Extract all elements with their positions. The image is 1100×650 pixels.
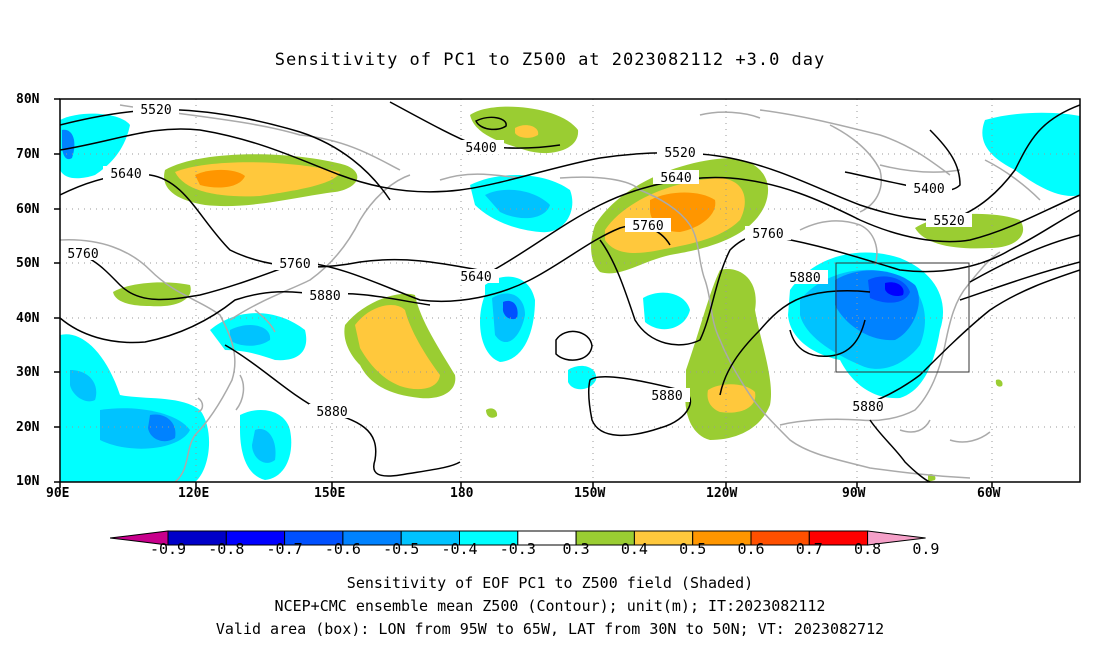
colorbar-tick-label: 0.3 bbox=[562, 540, 590, 558]
lon-label-180: 180 bbox=[450, 486, 474, 501]
contour-5880-loop bbox=[869, 419, 931, 482]
contour-5520-mid bbox=[60, 128, 951, 222]
lon-label-120w: 120W bbox=[706, 486, 738, 501]
caption-shading: Sensitivity of EOF PC1 to Z500 field (Sh… bbox=[346, 574, 754, 592]
lon-label-90w: 90W bbox=[842, 486, 866, 501]
positive-sensitivity-shading bbox=[113, 106, 1024, 482]
contour-5880-east bbox=[719, 290, 871, 396]
colorbar-tick-label: -0.8 bbox=[208, 540, 245, 558]
lon-label-150w: 150W bbox=[574, 486, 606, 501]
lat-label-20n: 20N bbox=[16, 420, 40, 435]
contour-5880-gulf bbox=[789, 319, 866, 358]
contour-label: 5400 bbox=[465, 141, 496, 156]
colorbar-tick-label: 0.7 bbox=[795, 540, 823, 558]
contour-label: 5880 bbox=[316, 405, 347, 420]
colorbar-tick-label: 0.6 bbox=[737, 540, 765, 558]
colorbar-tick-label: -0.7 bbox=[266, 540, 303, 558]
contour-label: 5760 bbox=[632, 219, 663, 234]
contour-label: 5640 bbox=[110, 167, 141, 182]
colorbar-tick-label: -0.6 bbox=[324, 540, 361, 558]
coastlines bbox=[60, 104, 1041, 482]
contour-label: 5400 bbox=[913, 182, 944, 197]
colorbar-tick-label: 0.4 bbox=[620, 540, 648, 558]
map-svg: 5520 5400 5520 5400 5520 5640 5640 5640 … bbox=[54, 98, 1081, 488]
map-title: Sensitivity of PC1 to Z500 at 2023082112… bbox=[274, 50, 826, 70]
contour-5400-small bbox=[475, 116, 507, 131]
lat-label-40n: 40N bbox=[16, 311, 40, 326]
negative-sensitivity-shading bbox=[60, 112, 1080, 482]
lon-label-120e: 120E bbox=[178, 486, 210, 501]
colorbar-tick-label: 0.8 bbox=[854, 540, 882, 558]
contour-label: 5760 bbox=[752, 227, 783, 242]
colorbar-tick-label: -0.9 bbox=[149, 540, 187, 558]
contour-5760-east bbox=[779, 209, 1080, 273]
contour-label: 5640 bbox=[660, 171, 691, 186]
contour-label: 5640 bbox=[460, 270, 491, 285]
colorbar-tick-label: 0.5 bbox=[679, 540, 707, 558]
lat-label-60n: 60N bbox=[16, 202, 40, 217]
lon-label-150e: 150E bbox=[314, 486, 346, 501]
contour-lower-east2 bbox=[959, 261, 1080, 301]
valid-area-box bbox=[835, 262, 970, 373]
colorbar-tick-label: -0.5 bbox=[383, 540, 420, 558]
lat-label-80n: 80N bbox=[16, 92, 40, 107]
contour-5880-closed-a bbox=[555, 330, 593, 361]
contour-label: 5520 bbox=[933, 214, 964, 229]
lon-label-90e: 90E bbox=[46, 486, 70, 501]
lat-label-70n: 70N bbox=[16, 147, 40, 162]
map-panel: 5520 5400 5520 5400 5520 5640 5640 5640 … bbox=[54, 98, 1081, 488]
caption-contour: NCEP+CMC ensemble mean Z500 (Contour); u… bbox=[274, 597, 826, 615]
contour-5520-east bbox=[949, 104, 1080, 221]
contour-5640-mid bbox=[489, 176, 1080, 273]
lat-label-10n: 10N bbox=[16, 474, 40, 489]
contour-label: 5880 bbox=[309, 289, 340, 304]
map-frame bbox=[59, 98, 1081, 483]
colorbar-tick-label: -0.3 bbox=[499, 540, 536, 558]
contour-5880-south bbox=[224, 344, 461, 477]
caption-valid-area: Valid area (box): LON from 95W to 65W, L… bbox=[215, 620, 885, 638]
axis-ticks bbox=[54, 98, 993, 488]
colorbar bbox=[110, 530, 926, 546]
contour-5880-closed-b bbox=[587, 375, 692, 437]
lon-label-60w: 60W bbox=[977, 486, 1001, 501]
contour-label: 5520 bbox=[664, 146, 695, 161]
contour-5880-west bbox=[60, 290, 321, 344]
contour-label: 5760 bbox=[67, 247, 98, 262]
colorbar-tick-label: 0.9 bbox=[912, 540, 940, 558]
contour-label: 5520 bbox=[140, 103, 171, 118]
lat-label-30n: 30N bbox=[16, 365, 40, 380]
contour-5760-trough bbox=[599, 234, 781, 346]
contour-5760-west bbox=[60, 249, 301, 301]
contour-label: 5880 bbox=[651, 389, 682, 404]
colorbar-tick-label: -0.4 bbox=[441, 540, 478, 558]
grid-lines bbox=[60, 99, 1080, 482]
contour-5520-west bbox=[60, 108, 391, 201]
lat-label-50n: 50N bbox=[16, 256, 40, 271]
contour-lower-east bbox=[969, 234, 1080, 283]
contour-label: 5880 bbox=[789, 271, 820, 286]
contour-label: 5880 bbox=[852, 400, 883, 415]
contour-5880-southeast bbox=[859, 269, 1080, 407]
contour-label: 5760 bbox=[279, 257, 310, 272]
colorbar-cell bbox=[867, 530, 926, 546]
